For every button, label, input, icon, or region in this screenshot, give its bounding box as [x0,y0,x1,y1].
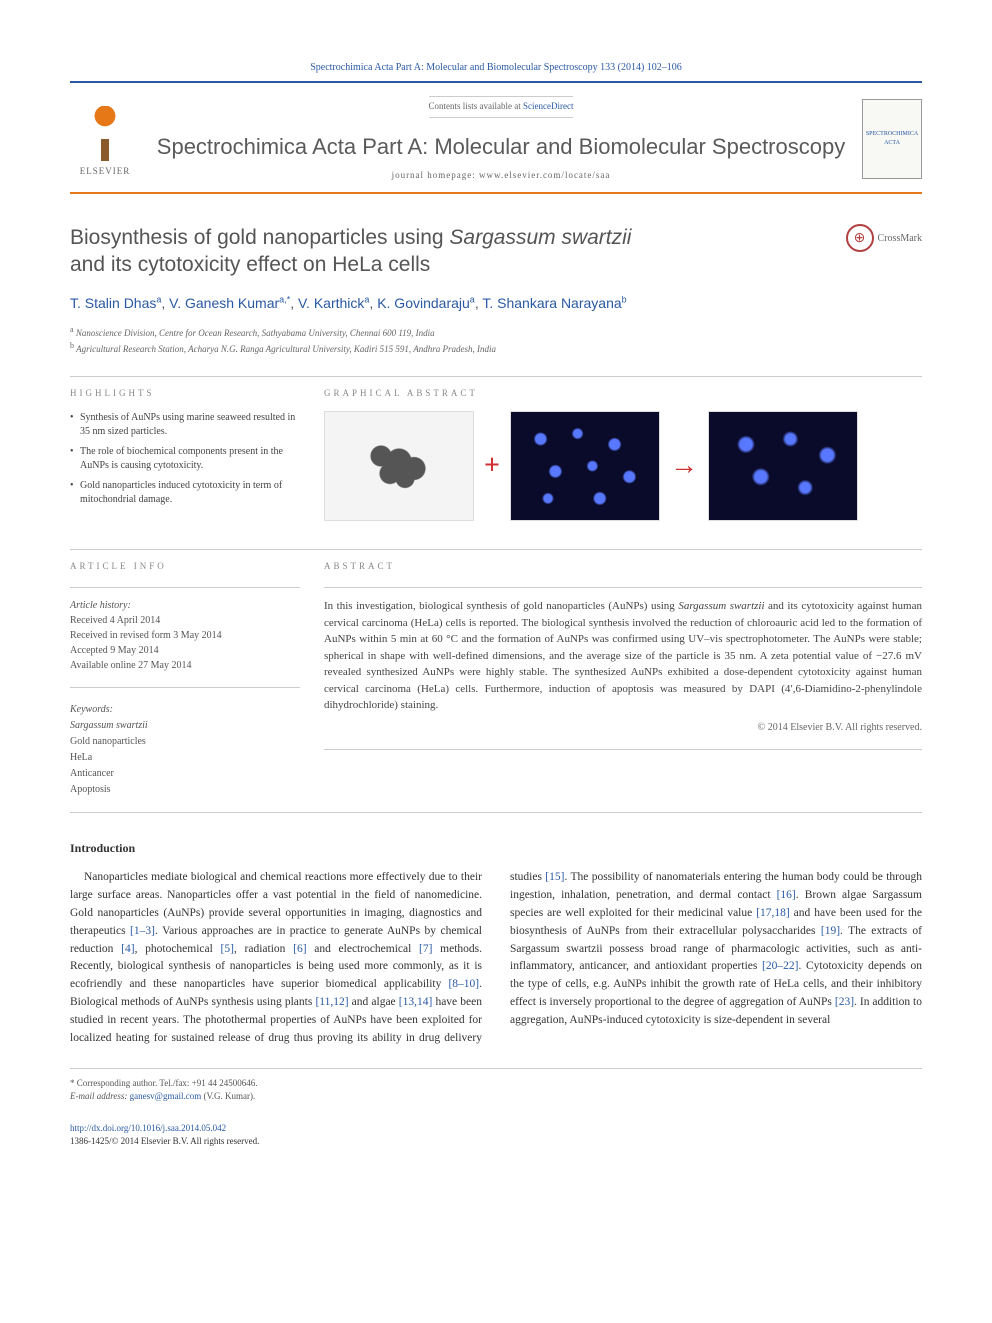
ref-link[interactable]: [13,14] [399,996,433,1008]
highlights-list: Synthesis of AuNPs using marine seaweed … [70,411,300,507]
doi-block: http://dx.doi.org/10.1016/j.saa.2014.05.… [70,1122,922,1149]
journal-name: Spectrochimica Acta Part A: Molecular an… [156,130,846,163]
ref-link[interactable]: [19] [821,925,840,937]
contents-line: Contents lists available at ScienceDirec… [429,96,574,118]
introduction-heading: Introduction [70,839,922,857]
graphical-abstract-label: GRAPHICAL ABSTRACT [324,387,922,401]
abstract-label: ABSTRACT [324,560,922,574]
journal-homepage[interactable]: journal homepage: www.elsevier.com/locat… [156,169,846,183]
divider [70,587,300,588]
ref-link[interactable]: [5] [221,943,234,955]
author[interactable]: V. Ganesh Kumar [169,295,279,311]
info-abstract-row: ARTICLE INFO Article history: Received 4… [70,560,922,799]
highlight-item: Synthesis of AuNPs using marine seaweed … [70,411,300,439]
divider [70,687,300,688]
divider [324,587,922,588]
title-row: Biosynthesis of gold nanoparticles using… [70,224,922,279]
authors-list: T. Stalin Dhasa, V. Ganesh Kumara,*, V. … [70,293,922,314]
ref-link[interactable]: [15] [545,871,564,883]
author[interactable]: T. Stalin Dhas [70,295,156,311]
highlight-item: The role of biochemical components prese… [70,445,300,473]
graphical-abstract-tem-image[interactable] [324,411,474,521]
issue-cover-thumbnail[interactable]: SPECTROCHIMICA ACTA [862,99,922,179]
plus-icon: + [484,445,500,487]
author[interactable]: V. Karthick [298,295,364,311]
keywords-block: Keywords: Sargassum swartzii Gold nanopa… [70,702,300,798]
journal-center: Contents lists available at ScienceDirec… [140,95,862,182]
crossmark-icon: ⊕ [846,224,874,252]
ref-link[interactable]: [23] [835,996,854,1008]
citation-bar: Spectrochimica Acta Part A: Molecular an… [70,60,922,83]
graphical-abstract-fluor-image-2[interactable] [708,411,858,521]
ref-link[interactable]: [16] [777,889,796,901]
crossmark-badge[interactable]: ⊕ CrossMark [846,224,922,252]
highlight-item: Gold nanoparticles induced cytotoxicity … [70,479,300,507]
article-history: Article history: Received 4 April 2014 R… [70,598,300,673]
body-text: Nanoparticles mediate biological and che… [70,869,922,1047]
sciencedirect-link[interactable]: ScienceDirect [523,101,573,111]
author[interactable]: T. Shankara Narayana [482,295,621,311]
citation-text[interactable]: Spectrochimica Acta Part A: Molecular an… [310,62,682,73]
ref-link[interactable]: [1–3] [130,925,155,937]
highlights-graphical-row: HIGHLIGHTS Synthesis of AuNPs using mari… [70,387,922,535]
abstract-text: In this investigation, biological synthe… [324,598,922,714]
doi-link[interactable]: http://dx.doi.org/10.1016/j.saa.2014.05.… [70,1122,922,1136]
ref-link[interactable]: [4] [121,943,134,955]
ref-link[interactable]: [17,18] [756,907,790,919]
highlights-label: HIGHLIGHTS [70,387,300,401]
article-title: Biosynthesis of gold nanoparticles using… [70,224,846,279]
arrow-icon: → [670,445,698,487]
ref-link[interactable]: [7] [419,943,432,955]
divider [70,376,922,377]
ref-link[interactable]: [20–22] [762,960,798,972]
ref-link[interactable]: [11,12] [315,996,348,1008]
corresponding-author-footer: * Corresponding author. Tel./fax: +91 44… [70,1068,922,1104]
article-info-label: ARTICLE INFO [70,560,300,574]
elsevier-logo[interactable]: ELSEVIER [70,99,140,179]
affiliations: a Nanoscience Division, Centre for Ocean… [70,324,922,357]
ref-link[interactable]: [8–10] [448,978,479,990]
divider [70,812,922,813]
elsevier-tree-icon [80,106,130,161]
email-link[interactable]: ganesv@gmail.com [130,1091,202,1101]
divider [324,749,922,750]
elsevier-label: ELSEVIER [80,165,131,179]
graphical-abstract-fluor-image-1[interactable] [510,411,660,521]
journal-header: ELSEVIER Contents lists available at Sci… [70,95,922,194]
author[interactable]: K. Govindaraju [377,295,470,311]
divider [70,549,922,550]
graphical-abstract: + → [324,411,922,521]
abstract-copyright: © 2014 Elsevier B.V. All rights reserved… [324,720,922,735]
ref-link[interactable]: [6] [293,943,306,955]
